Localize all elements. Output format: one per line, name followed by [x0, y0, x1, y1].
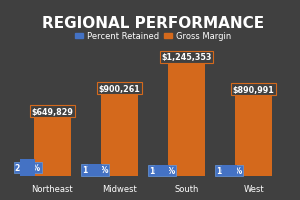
Bar [20, 159, 35, 176]
Bar [168, 64, 205, 176]
Bar [88, 164, 102, 176]
Text: 16.1%: 16.1% [216, 166, 242, 175]
Text: 25.4%: 25.4% [15, 163, 41, 172]
Text: $890,991: $890,991 [233, 85, 274, 94]
Title: REGIONAL PERFORMANCE: REGIONAL PERFORMANCE [42, 16, 264, 31]
Text: 16.0%: 16.0% [149, 166, 175, 175]
Bar [222, 165, 237, 176]
Bar [155, 165, 170, 176]
Text: $1,245,353: $1,245,353 [161, 53, 212, 62]
Text: 17.7%: 17.7% [82, 166, 108, 174]
Legend: Percent Retained, Gross Margin: Percent Retained, Gross Margin [72, 29, 234, 45]
Text: $649,829: $649,829 [31, 107, 73, 116]
Bar [34, 117, 71, 176]
Bar [235, 96, 272, 176]
Text: $900,261: $900,261 [99, 84, 140, 93]
Bar [101, 95, 138, 176]
